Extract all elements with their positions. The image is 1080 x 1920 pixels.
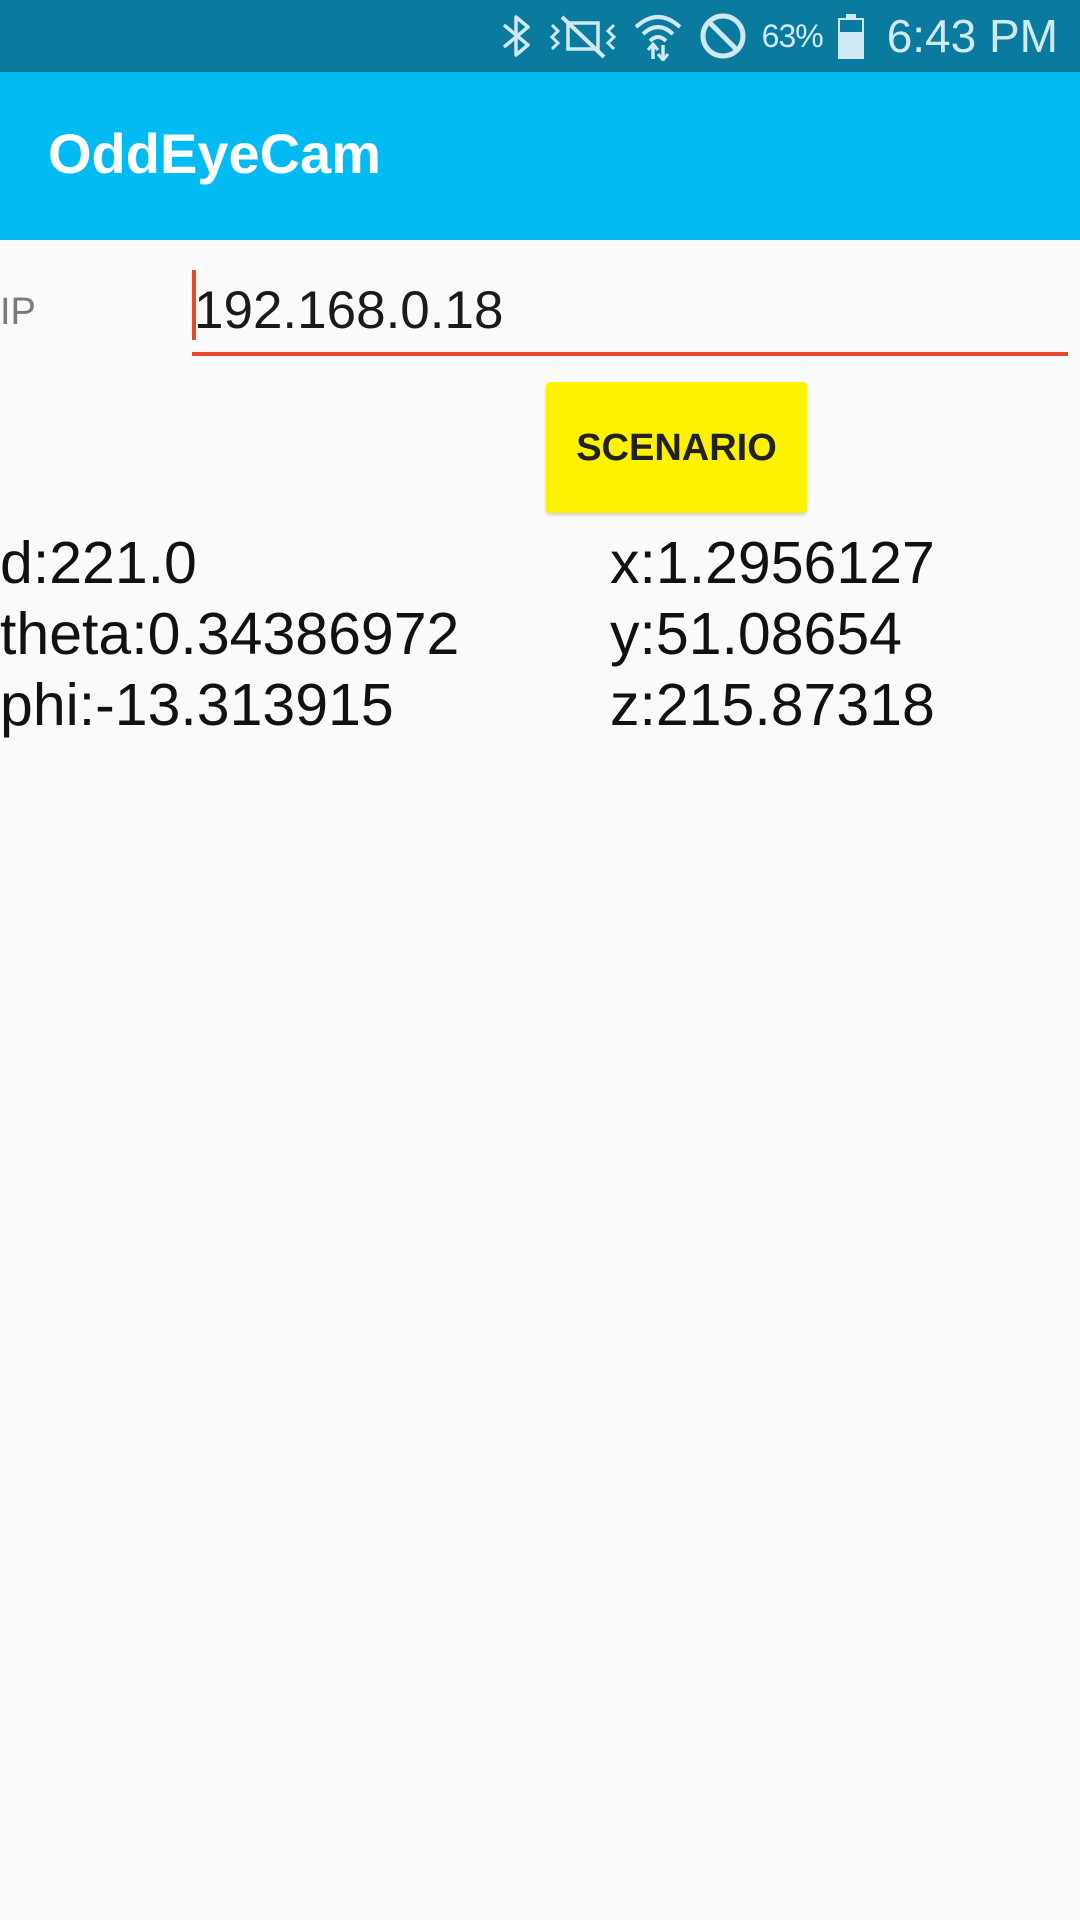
readout-z: z:215.87318 [610, 672, 935, 738]
readout-d: d:221.0 [0, 530, 197, 596]
do-not-disturb-icon [698, 11, 748, 61]
readout-phi: phi:-13.313915 [0, 672, 394, 738]
scenario-button-label: SCENARIO [576, 426, 777, 469]
app-title: OddEyeCam [48, 122, 381, 185]
bluetooth-icon [498, 13, 534, 59]
ip-value: 192.168.0.18 [194, 281, 504, 340]
status-icons: 63% 6:43 PM [498, 0, 1058, 72]
readout-x: x:1.2956127 [610, 530, 935, 596]
readout-y: y:51.08654 [610, 601, 902, 667]
clock: 6:43 PM [886, 10, 1058, 62]
text-cursor [192, 270, 196, 340]
app-bar: OddEyeCam [0, 72, 1080, 240]
ip-input[interactable]: 192.168.0.18 [192, 266, 1068, 356]
ip-label: IP [0, 291, 36, 333]
battery-percent: 63% [761, 17, 824, 54]
battery-icon [837, 12, 865, 60]
scenario-button[interactable]: SCENARIO [546, 382, 807, 513]
status-bar: 63% 6:43 PM [0, 0, 1080, 72]
readout-theta: theta:0.34386972 [0, 601, 460, 667]
wifi-icon [632, 11, 684, 61]
vibrate-mute-icon [548, 13, 618, 59]
